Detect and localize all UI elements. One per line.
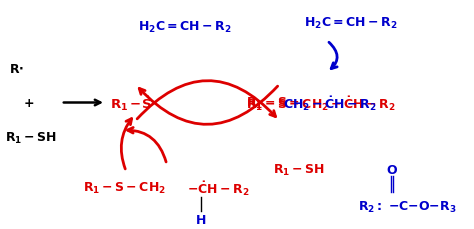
Text: $\mathbf{R_2{:}\ {-}C{-}O{-}R_3}$: $\mathbf{R_2{:}\ {-}C{-}O{-}R_3}$ — [358, 199, 457, 214]
Text: $\mathbf{R_1-S-CH_2}$: $\mathbf{R_1-S-CH_2}$ — [83, 180, 166, 195]
Text: $\mathbf{O}$: $\mathbf{O}$ — [386, 163, 398, 176]
Text: $\mathbf{H}$: $\mathbf{H}$ — [195, 213, 206, 226]
Text: $\mathbf{R_1-SH}$: $\mathbf{R_1-SH}$ — [5, 130, 56, 145]
Text: $\mathbf{H_2C{=}CH-R_2}$: $\mathbf{H_2C{=}CH-R_2}$ — [137, 20, 231, 35]
Text: $\mathbf{R{\bullet}}$: $\mathbf{R{\bullet}}$ — [9, 62, 24, 75]
Text: $\mathbf{-\dot{C}H-R_2}$: $\mathbf{-\dot{C}H-R_2}$ — [187, 179, 250, 197]
Text: $\mathbf{R_1-S-}$: $\mathbf{R_1-S-}$ — [246, 95, 300, 111]
Text: $\mathbf{H_2C{=}CH-R_2}$: $\mathbf{H_2C{=}CH-R_2}$ — [304, 15, 398, 30]
Text: $\mathbf{+}$: $\mathbf{+}$ — [23, 97, 34, 109]
Text: $\mathbf{R_1-\!\dot{S}}$: $\mathbf{R_1-\!\dot{S}}$ — [110, 94, 152, 112]
Text: $\mathbf{R_1-S-CH_2-\dot{C}H-R_2}$: $\mathbf{R_1-S-CH_2-\dot{C}H-R_2}$ — [246, 94, 395, 112]
Text: $\mathbf{R_1-SH}$: $\mathbf{R_1-SH}$ — [273, 162, 325, 177]
Text: $\mathbf{CH_2-\dot{C}H-R_2}$: $\mathbf{CH_2-\dot{C}H-R_2}$ — [283, 94, 377, 112]
